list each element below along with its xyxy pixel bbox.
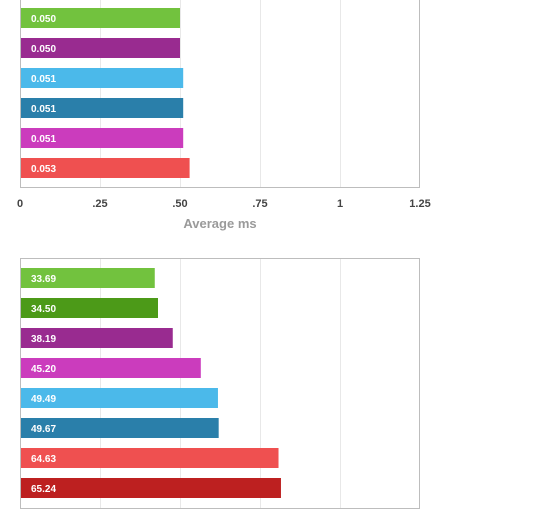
chart2-bar-label: 45.20 [31, 364, 56, 375]
chart2-bar-label: 64.63 [31, 454, 56, 465]
chart2-frame [20, 258, 420, 509]
chart1-tick-label: 0 [17, 198, 23, 210]
chart2-bar [21, 358, 201, 378]
chart2-bar-label: 33.69 [31, 274, 56, 285]
chart1-bar [21, 68, 184, 88]
chart1-bar [21, 98, 184, 118]
chart1-tick-label: .75 [252, 198, 267, 210]
chart1-bar-label: 0.050 [31, 14, 56, 25]
chart2-bar [21, 268, 155, 288]
chart2-bar-label: 65.24 [31, 484, 56, 495]
chart2-bar-label: 49.49 [31, 394, 56, 405]
chart1-bar [21, 158, 190, 178]
chart2-bar-label: 34.50 [31, 304, 56, 315]
chart2-bar [21, 448, 279, 468]
chart1-tick-label: 1 [337, 198, 343, 210]
chart2-bar-label: 38.19 [31, 334, 56, 345]
chart2-bar [21, 298, 158, 318]
chart1-tick-label: 1.25 [409, 198, 430, 210]
chart1-bar-label: 0.050 [31, 44, 56, 55]
chart1-bar-label: 0.051 [31, 134, 56, 145]
chart1-bar-label: 0.051 [31, 104, 56, 115]
chart1-x-axis-title: Average ms [183, 216, 256, 231]
chart2-bar [21, 388, 218, 408]
chart1-bar [21, 8, 180, 28]
chart2-bar [21, 478, 281, 498]
chart1-tick-label: .25 [92, 198, 107, 210]
chart2-bar-label: 49.67 [31, 424, 56, 435]
chart1-tick-label: .50 [172, 198, 187, 210]
chart-average-ms: 0 .25 .50 .75 1 1.25 Average ms 0.050 0.050 0.051… [17, 0, 431, 231]
chart1-bar [21, 38, 180, 58]
chart2-bar [21, 418, 219, 438]
chart-second: 33.69 34.50 38.19 45.20 49.49 49.67 64.63 65.24 [20, 258, 420, 509]
chart1-bar-label: 0.053 [31, 164, 56, 175]
chart2-bar [21, 328, 173, 348]
chart1-bar-label: 0.051 [31, 74, 56, 85]
chart1-bar [21, 128, 184, 148]
